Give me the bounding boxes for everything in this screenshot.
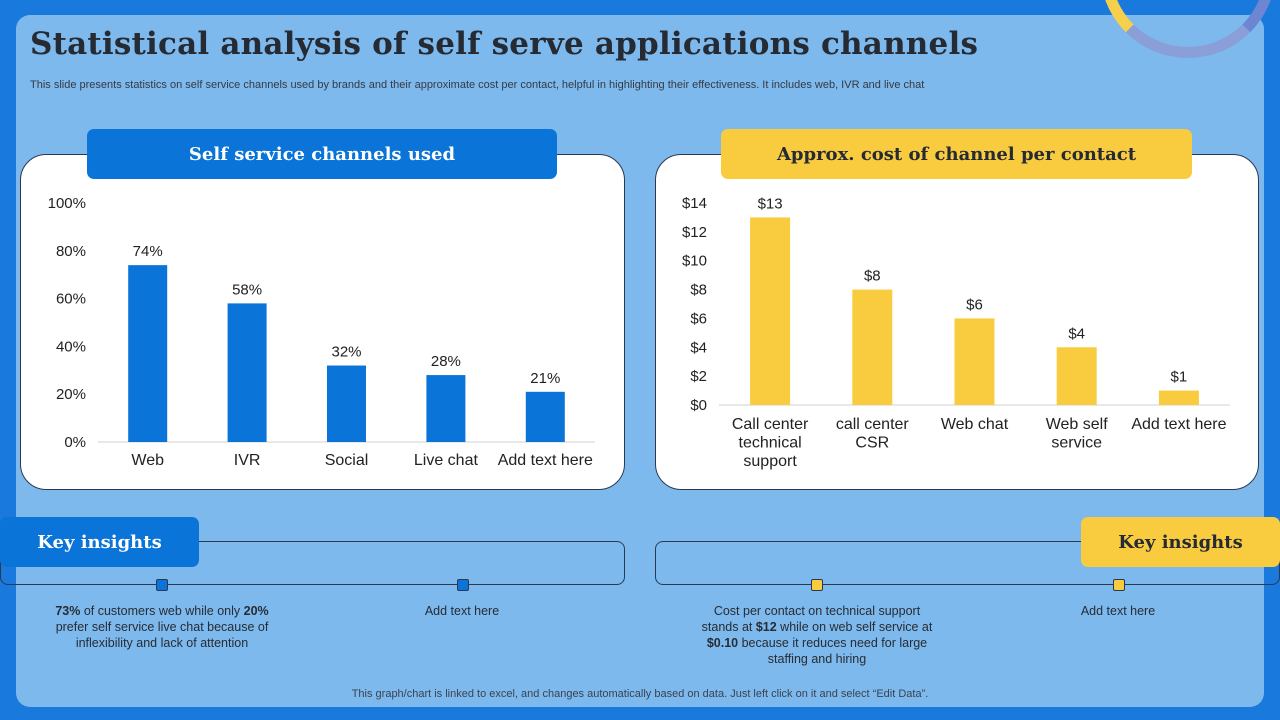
- y-tick-label: $12: [682, 224, 707, 241]
- insight-marker: [811, 579, 823, 591]
- right-insights-heading: Key insights: [1081, 517, 1280, 567]
- x-tick-label-line: Web: [131, 452, 164, 469]
- x-tick-label: Live chat: [414, 452, 479, 469]
- insight-text: because it reduces need for large staffi…: [738, 636, 928, 666]
- insight-text: Cost per contact on technical support st…: [701, 604, 921, 634]
- y-tick-label: 60%: [56, 291, 86, 308]
- page-subtitle: This slide presents statistics on self s…: [30, 79, 925, 91]
- data-label: $6: [966, 296, 983, 313]
- left-chart-card: [20, 154, 625, 490]
- insight-text: while on web self service at: [776, 620, 933, 634]
- x-tick-label-line: Social: [325, 452, 369, 469]
- data-label: 74%: [133, 243, 163, 260]
- footer-note: This graph/chart is linked to excel, and…: [351, 688, 929, 700]
- x-tick-label-line: Web chat: [941, 416, 1009, 433]
- y-tick-label: $6: [690, 310, 707, 327]
- x-tick-label-line: Live chat: [414, 452, 479, 469]
- left-insight-2: Add text here: [424, 604, 500, 618]
- y-tick-label: 40%: [56, 338, 86, 355]
- insight-value: 73%: [55, 604, 81, 618]
- insight-text: of customers web while only: [80, 604, 244, 618]
- x-tick-label-line: IVR: [234, 452, 261, 469]
- data-label: 28%: [431, 353, 461, 370]
- data-label: $4: [1068, 325, 1085, 342]
- data-label: 58%: [232, 281, 262, 298]
- bar: [426, 375, 466, 442]
- y-tick-label: 80%: [56, 243, 86, 260]
- page-title: Statistical analysis of self serve appli…: [30, 26, 979, 62]
- insight-value: 20%: [243, 604, 269, 618]
- data-label: $8: [864, 268, 881, 285]
- y-tick-label: $8: [690, 282, 707, 299]
- bar: [227, 303, 267, 442]
- y-tick-label: 20%: [56, 386, 86, 403]
- x-tick-label-line: service: [1051, 435, 1102, 452]
- right-chart-heading: Approx. cost of channel per contact: [721, 129, 1192, 179]
- cost-per-contact-chart: $0 $2 $4 $6 $8 $10 $12 $14 $13 Call center technic…: [682, 195, 1230, 470]
- x-tick-label-line: Add text here: [498, 452, 593, 469]
- x-tick-label: call center CSR: [836, 416, 910, 452]
- bar: [128, 265, 168, 442]
- x-tick-label: Add text here: [498, 452, 593, 469]
- y-tick-label: $2: [690, 368, 707, 385]
- data-label: 21%: [530, 370, 560, 387]
- data-label: 32%: [331, 344, 361, 361]
- bar: [954, 318, 995, 405]
- bar: [750, 217, 791, 405]
- data-label: $13: [758, 195, 783, 212]
- x-tick-label: Add text here: [1131, 416, 1226, 433]
- left-insights-heading: Key insights: [0, 517, 199, 567]
- bar: [1158, 390, 1199, 405]
- y-tick-label: $10: [682, 253, 707, 270]
- left-insight-1: 73% of customers web while only 20% pref…: [42, 603, 282, 651]
- insight-value: $12: [755, 620, 777, 634]
- x-tick-label-line: Call center: [732, 416, 809, 433]
- insight-marker: [1113, 579, 1125, 591]
- left-chart-heading: Self service channels used: [87, 129, 557, 179]
- x-tick-label: Web self service: [1046, 416, 1109, 452]
- bar: [525, 391, 565, 442]
- y-tick-label: $14: [682, 195, 707, 212]
- x-tick-label-line: call center: [836, 416, 910, 433]
- insight-text: prefer self service live chat because of…: [55, 620, 269, 650]
- y-tick-label: $4: [690, 339, 707, 356]
- insight-marker: [156, 579, 168, 591]
- right-insight-2: Add text here: [1080, 604, 1156, 618]
- x-tick-label: Web: [131, 452, 164, 469]
- y-tick-label: 0%: [64, 434, 86, 451]
- right-insight-1: Cost per contact on technical support st…: [697, 603, 937, 667]
- data-label: $1: [1171, 369, 1188, 386]
- x-tick-label: Web chat: [941, 416, 1009, 433]
- bar: [1056, 347, 1097, 405]
- self-service-channels-chart: 0% 20% 40% 60% 80% 100% 74% Web 58% IVR 32% Social 2…: [48, 195, 595, 469]
- x-tick-label: Social: [325, 452, 369, 469]
- bar: [852, 289, 893, 405]
- x-tick-label-line: support: [743, 453, 797, 470]
- x-tick-label-line: CSR: [855, 435, 889, 452]
- x-tick-label-line: Web self: [1046, 416, 1109, 433]
- x-tick-label: Call center technical support: [732, 416, 809, 470]
- x-tick-label: IVR: [234, 452, 261, 469]
- x-tick-label-line: technical: [739, 435, 802, 452]
- y-tick-label: $0: [690, 397, 707, 414]
- y-tick-label: 100%: [48, 195, 86, 212]
- insight-marker: [457, 579, 469, 591]
- x-tick-label-line: Add text here: [1131, 416, 1226, 433]
- insight-value: $0.10: [706, 636, 739, 650]
- bar: [327, 365, 366, 442]
